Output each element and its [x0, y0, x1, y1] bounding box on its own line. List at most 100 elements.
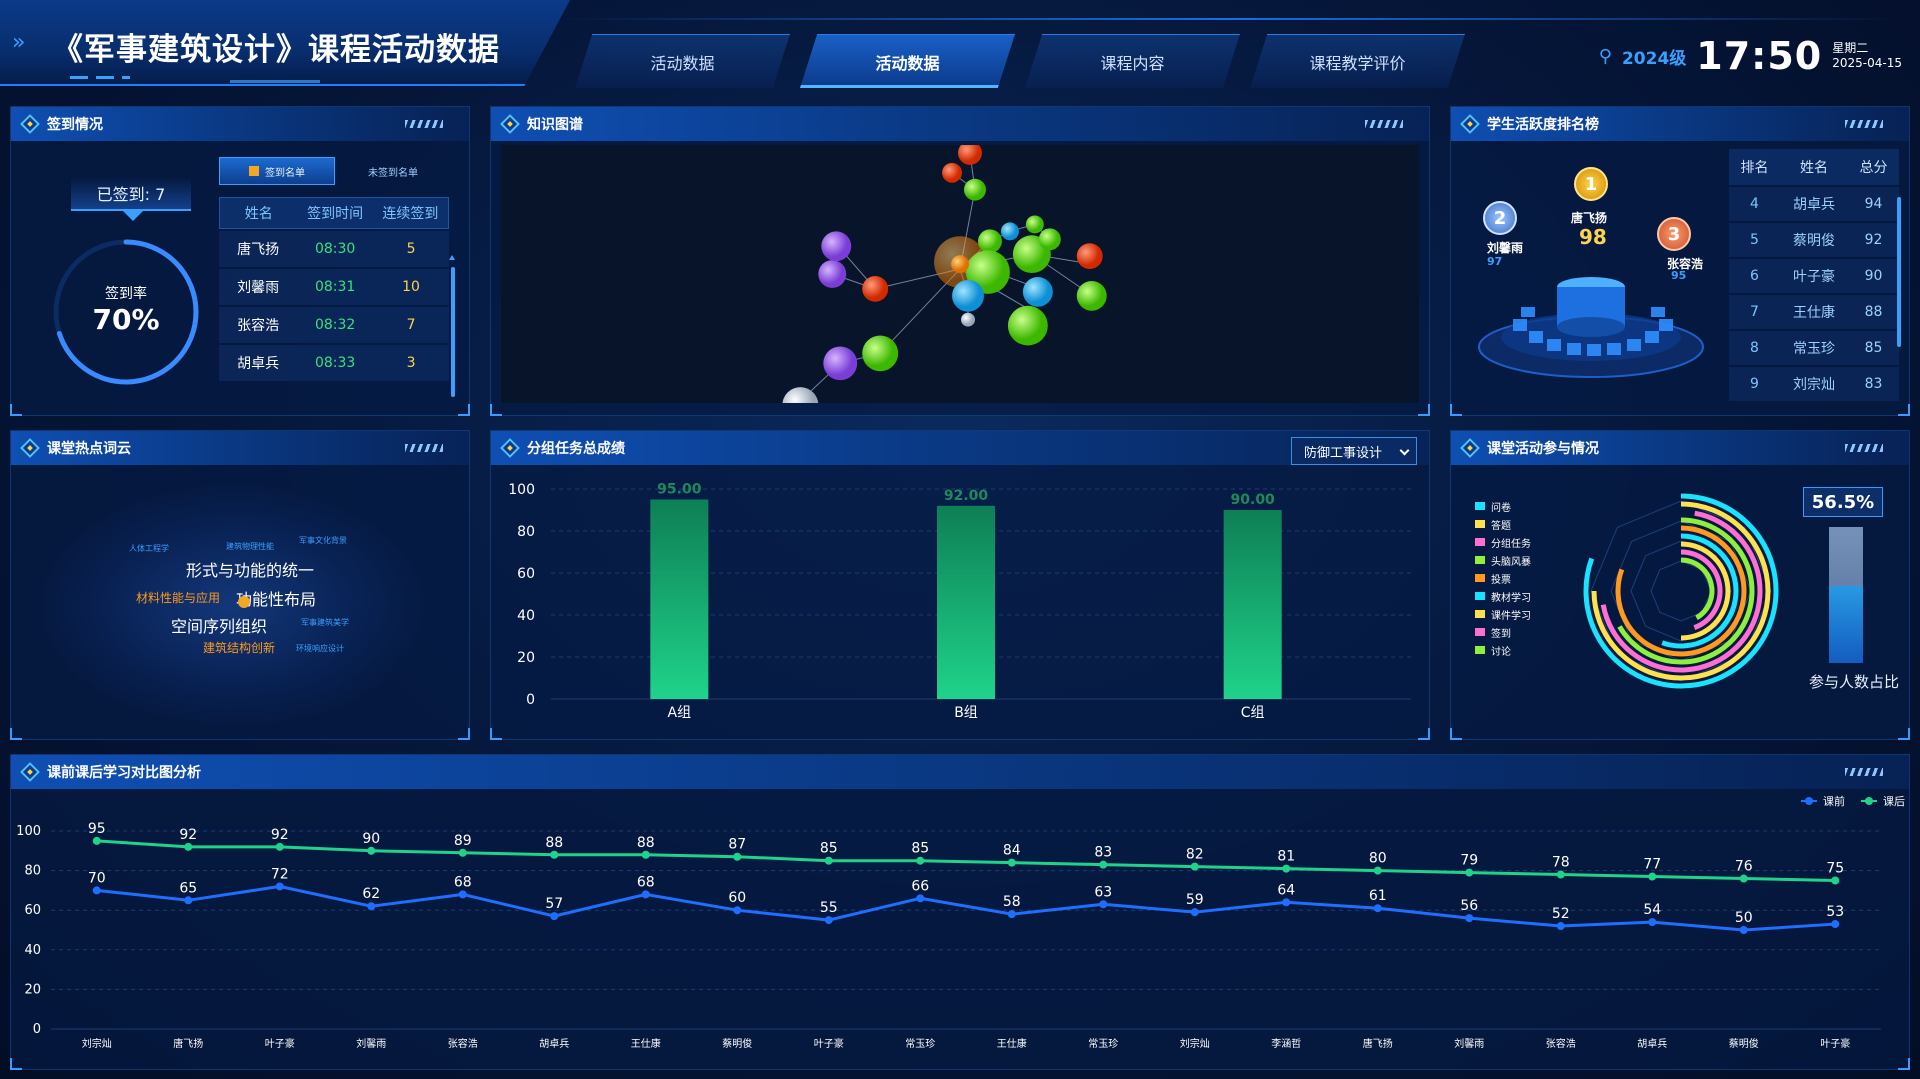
panel-title: 分组任务总成绩 — [527, 441, 625, 457]
panel-title: 课堂活动参与情况 — [1487, 441, 1599, 457]
bar — [650, 499, 709, 699]
cell-rank: 6 — [1750, 268, 1759, 284]
silver-medal-icon: 2 — [1483, 201, 1517, 235]
tab-activity-data-active[interactable]: 活动数据 — [800, 34, 1015, 88]
series-point — [550, 850, 559, 859]
bar-value-label: 95.00 — [657, 482, 702, 498]
series-point — [1556, 922, 1565, 931]
podium: 1 2 3 唐飞扬 98 刘馨雨 97 张容浩 95 — [1461, 147, 1721, 387]
x-tick-label: 蔡明俊 — [722, 1037, 752, 1050]
series-point — [1099, 900, 1108, 909]
task-select[interactable]: 防御工事设计 — [1291, 437, 1417, 465]
word: 材料性能与应用 — [136, 591, 221, 605]
word: 建筑结构创新 — [203, 641, 276, 655]
cell-name: 叶子豪 — [1793, 269, 1835, 285]
knowledge-graph-canvas[interactable] — [501, 141, 1419, 423]
panel-title: 签到情况 — [47, 117, 103, 133]
cell-name: 胡卓兵 — [1793, 197, 1835, 213]
word: 环境响应设计 — [296, 644, 344, 653]
legend-label: 分组任务 — [1491, 538, 1531, 550]
word: 军事建筑美学 — [301, 618, 349, 627]
tab-course-content[interactable]: 课程内容 — [1025, 34, 1240, 88]
data-label: 85 — [820, 841, 838, 857]
word: 空间序列组织 — [171, 617, 268, 636]
x-tick-label: 刘馨雨 — [356, 1037, 386, 1050]
knowledge-graph[interactable] — [501, 141, 1419, 423]
rate-value: 70% — [92, 303, 160, 336]
x-tick-label: 张容浩 — [1546, 1037, 1576, 1050]
legend-item: 分组任务 — [1475, 533, 1531, 551]
col-name: 姓名 — [244, 206, 273, 222]
series-point — [824, 916, 833, 925]
data-label: 68 — [454, 874, 472, 890]
podium-platform — [1478, 277, 1704, 378]
activity-legend: 问卷 答题 分组任务 头脑风暴 投票 教材学习 课件学习 签到 讨论 — [1475, 497, 1531, 659]
legend-label: 签到 — [1491, 628, 1511, 640]
data-label: 52 — [1552, 906, 1570, 922]
series-point — [184, 896, 193, 905]
data-label: 75 — [1826, 861, 1844, 877]
signin-tabs: 签到名单 未签到名单 — [219, 157, 451, 185]
user-icon: ⚲ — [1598, 45, 1612, 67]
panel-header: 学生活跃度排名榜 — [1451, 107, 1909, 141]
legend-label: 教材学习 — [1491, 592, 1531, 604]
panel-title: 学生活跃度排名榜 — [1487, 117, 1599, 133]
x-tick-label: 唐飞扬 — [1363, 1037, 1393, 1050]
cell-name: 胡卓兵 — [237, 356, 280, 372]
x-tick-label: 叶子豪 — [265, 1037, 295, 1050]
wordcloud-panel: 课堂热点词云 形式与功能的统一 功能性布局 空间序列组织 材料性能与应用 建筑结… — [10, 430, 470, 740]
participation-percent: 56.5% — [1803, 487, 1883, 517]
cell-score: 94 — [1864, 196, 1883, 212]
data-label: 60 — [728, 890, 746, 906]
legend-label: 讨论 — [1491, 646, 1511, 658]
tab-unsigned-list[interactable]: 未签到名单 — [368, 167, 418, 179]
data-label: 72 — [271, 866, 289, 882]
data-label: 68 — [637, 874, 655, 890]
series-point — [1099, 860, 1108, 869]
participation-panel: 课堂活动参与情况 问卷 答题 分组任务 头脑风暴 投票 教材学习 课件学习 签到 讨论 56.5… — [1450, 430, 1910, 740]
scroll-up-icon[interactable] — [449, 255, 455, 260]
table-row: 5 蔡明俊 92 — [1729, 223, 1899, 257]
series-point — [550, 912, 559, 921]
table-scrollbar[interactable] — [1897, 197, 1901, 347]
x-tick-label: 王仕康 — [997, 1037, 1027, 1050]
series-line — [96, 884, 1836, 932]
cell-name: 刘馨雨 — [237, 280, 280, 296]
signin-panel: 签到情况 已签到: 7 签到率 70% 签到名单 未签到名单 姓名 签到时间 连… — [10, 106, 470, 416]
data-label: 61 — [1369, 888, 1387, 904]
data-label: 88 — [637, 835, 655, 851]
series-point — [1465, 868, 1474, 877]
page-title: 《军事建筑设计》课程活动数据 — [52, 32, 500, 68]
data-label: 85 — [911, 841, 929, 857]
data-label: 84 — [1003, 843, 1021, 859]
table-row: 9 刘宗灿 83 — [1729, 367, 1899, 401]
series-point — [1831, 920, 1840, 929]
col-score: 总分 — [1859, 160, 1888, 176]
tab-signed-list[interactable]: 签到名单 — [219, 157, 335, 185]
x-tick-label: 唐飞扬 — [173, 1037, 203, 1050]
first-name: 唐飞扬 — [1571, 211, 1608, 225]
tab-label: 签到名单 — [265, 167, 305, 179]
table-row: 唐飞扬 08:30 5 — [219, 231, 449, 267]
panel-diamond-icon — [500, 114, 520, 134]
activity-ring — [1617, 517, 1755, 665]
tab-activity-data[interactable]: 活动数据 — [575, 34, 790, 88]
activity-ring — [1591, 501, 1771, 681]
participation-bar-label: 参与人数占比 — [1808, 673, 1899, 691]
tab-teaching-evaluation[interactable]: 课程教学评价 — [1250, 34, 1465, 88]
series-point — [1648, 918, 1657, 927]
activity-ring — [1680, 549, 1723, 630]
data-label: 78 — [1552, 855, 1570, 871]
cursor-dot-icon — [238, 596, 250, 608]
x-tick-label: 张容浩 — [448, 1037, 478, 1050]
series-point — [184, 842, 193, 851]
y-tick-label: 20 — [517, 650, 535, 666]
x-tick-label: 蔡明俊 — [1729, 1037, 1759, 1050]
legend-item: 讨论 — [1475, 641, 1531, 659]
bar-value-label: 92.00 — [944, 488, 989, 504]
x-tick-label: 胡卓兵 — [1637, 1037, 1667, 1050]
table-scrollbar[interactable] — [451, 267, 455, 397]
x-tick-label: C组 — [1241, 705, 1265, 721]
series-point — [1282, 898, 1291, 907]
activity-ring — [1680, 541, 1731, 641]
